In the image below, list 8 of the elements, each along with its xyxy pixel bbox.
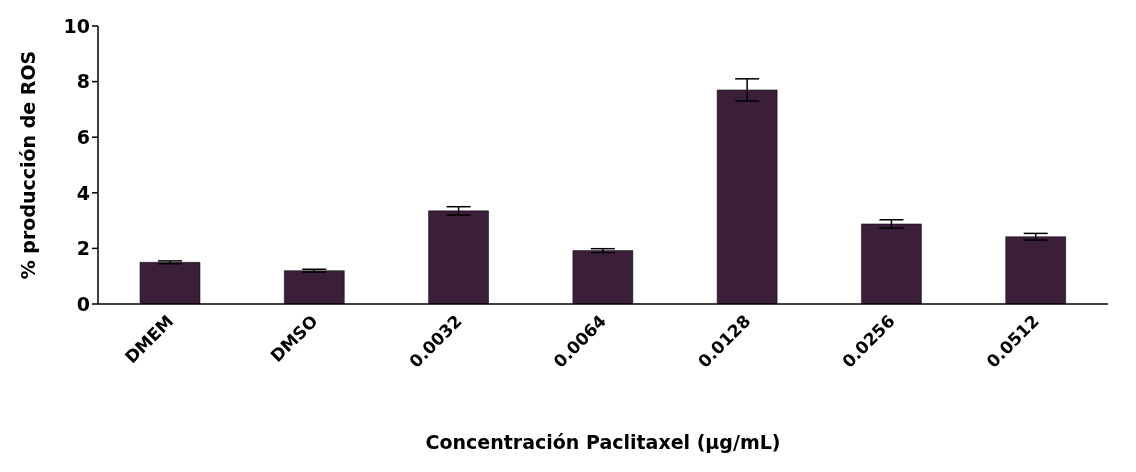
y-tick-label: 2: [76, 237, 90, 260]
y-tick-label: 10: [63, 14, 90, 37]
y-axis-title: % producción de ROS: [16, 50, 39, 280]
x-axis-title: Concentración Paclitaxel (µg/mL): [425, 431, 781, 453]
y-tick-label: 6: [76, 125, 90, 148]
y-tick-label: 0: [76, 292, 90, 315]
y-tick-label: 8: [76, 70, 90, 93]
y-tick-label: 4: [76, 181, 90, 204]
